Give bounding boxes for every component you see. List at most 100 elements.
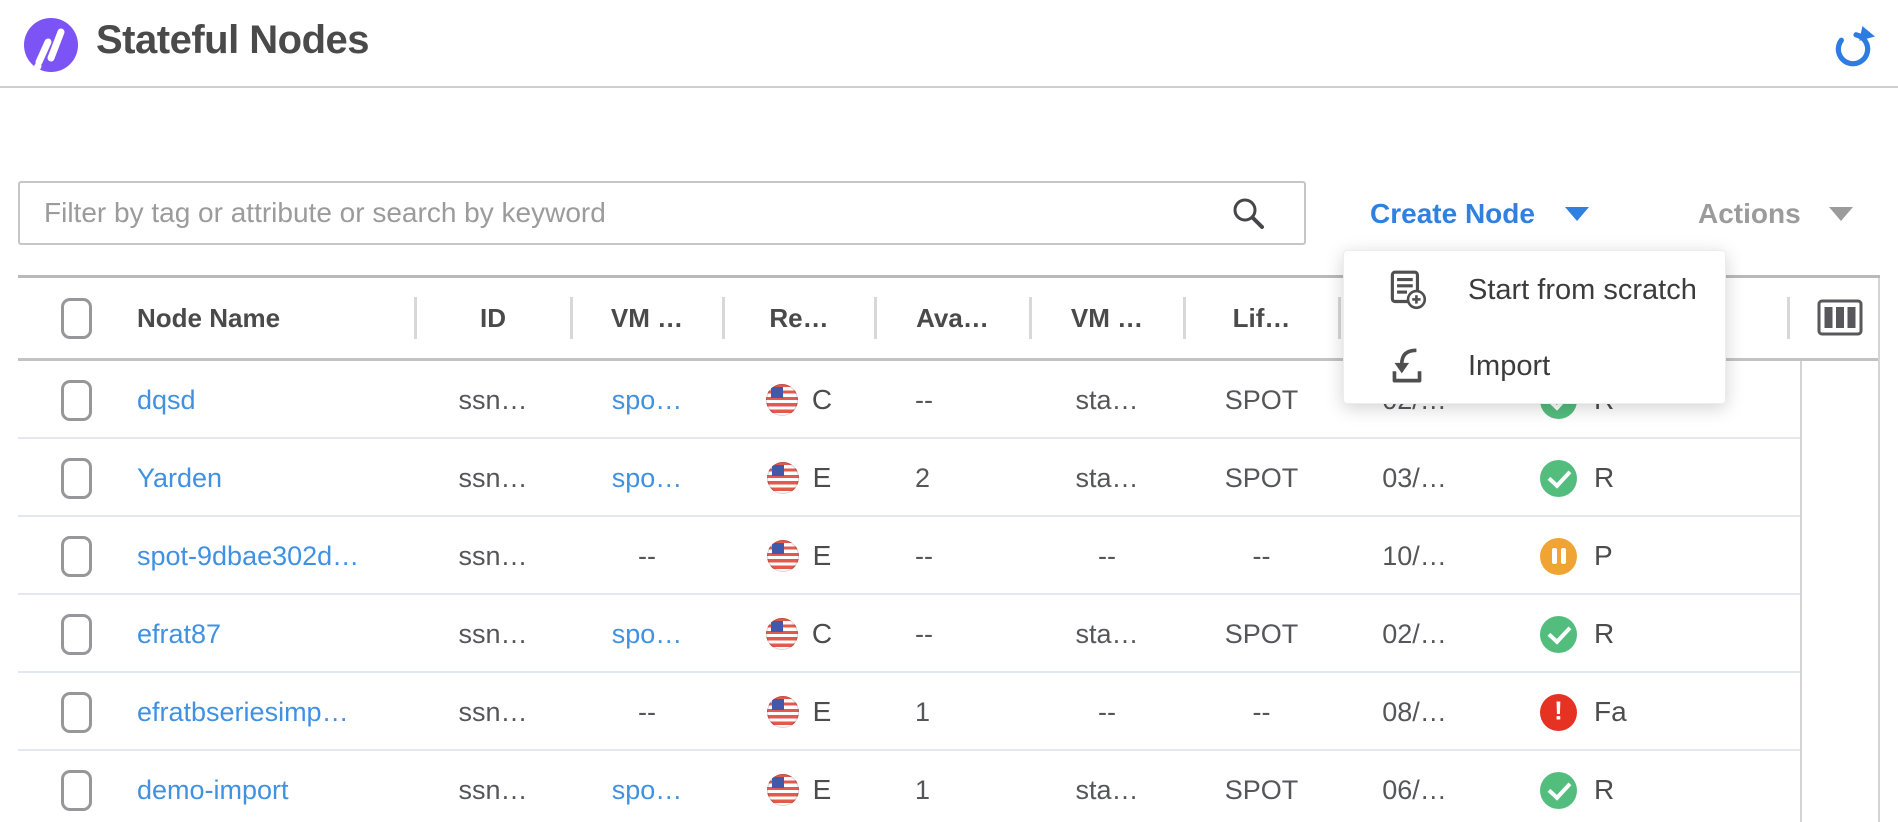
status-cell: R (1490, 439, 1800, 517)
vm-config-link[interactable]: spo… (611, 618, 683, 649)
table-row[interactable]: Yarden ssn… spo… E 2 sta… SPOT 03/… R (18, 439, 1880, 517)
menu-item-label: Import (1468, 349, 1551, 382)
region-cell: C (723, 361, 875, 439)
lifecycle: SPOT (1224, 774, 1299, 805)
row-checkbox[interactable] (61, 769, 92, 811)
status-label: Fa (1594, 696, 1627, 727)
node-name-link[interactable]: spot-9dbae302d… (137, 540, 360, 571)
region-label: E (812, 774, 832, 805)
vm-size-cell: sta… (1030, 751, 1184, 822)
region-label: C (811, 384, 833, 415)
header-lifecycle[interactable]: Lif… (1184, 278, 1339, 358)
column-picker-button[interactable] (1800, 278, 1880, 358)
region-cell: E (723, 751, 875, 822)
row-checkbox[interactable] (61, 379, 92, 421)
filter-box (18, 181, 1306, 245)
header-region[interactable]: Re… (723, 278, 875, 358)
node-id: ssn… (458, 774, 528, 805)
availability-cell: -- (875, 361, 1030, 439)
vm-config-cell: spo… (571, 439, 723, 517)
row-checkbox[interactable] (61, 691, 92, 733)
region-label: E (812, 696, 832, 727)
status-label: R (1594, 618, 1615, 649)
header-availability[interactable]: Ava… (875, 278, 1030, 358)
create-node-label: Create Node (1370, 198, 1535, 229)
actions-button[interactable]: Actions (1698, 192, 1853, 236)
lifecycle-cell: -- (1184, 517, 1339, 595)
columns-icon (1816, 297, 1864, 339)
vm-config-cell: spo… (571, 361, 723, 439)
row-checkbox[interactable] (61, 457, 92, 499)
node-name-link[interactable]: Yarden (137, 462, 223, 493)
table-row[interactable]: efratbseriesimp… ssn… -- E 1 -- -- 08/… … (18, 673, 1880, 751)
status-running-icon (1540, 615, 1577, 653)
vm-size-cell: sta… (1030, 595, 1184, 673)
node-id: ssn… (458, 696, 528, 727)
availability-zones: -- (915, 618, 933, 649)
header-vm-size[interactable]: VM … (1030, 278, 1184, 358)
gutter-cell (1800, 517, 1880, 595)
filter-input[interactable] (18, 181, 1306, 245)
row-select-cell (18, 361, 110, 439)
lifecycle: -- (1252, 696, 1271, 727)
availability-zones: -- (915, 384, 933, 415)
row-checkbox[interactable] (61, 613, 92, 655)
vm-config-cell: -- (571, 517, 723, 595)
menu-item-start-from-scratch[interactable]: Start from scratch (1344, 252, 1725, 328)
menu-item-import[interactable]: Import (1344, 328, 1725, 404)
lifecycle: SPOT (1224, 618, 1299, 649)
lifecycle-cell: SPOT (1184, 751, 1339, 822)
region-label: C (811, 618, 833, 649)
gutter-cell (1800, 439, 1880, 517)
vm-config-cell: spo… (571, 751, 723, 822)
table-row[interactable]: efrat87 ssn… spo… C -- sta… SPOT 02/… R (18, 595, 1880, 673)
table-row[interactable]: demo-import ssn… spo… E 1 sta… SPOT 06/…… (18, 751, 1880, 822)
vm-config-link[interactable]: spo… (611, 774, 683, 805)
vm-config-link[interactable]: spo… (611, 384, 683, 415)
select-all-checkbox[interactable] (61, 297, 92, 339)
node-name-link[interactable]: dqsd (137, 384, 196, 415)
vm-size-cell: -- (1030, 517, 1184, 595)
header-vm-config[interactable]: VM … (571, 278, 723, 358)
vm-config-link[interactable]: spo… (611, 462, 683, 493)
us-flag-icon (766, 462, 799, 494)
header-id[interactable]: ID (415, 278, 571, 358)
region-cell: E (723, 439, 875, 517)
gutter-cell (1800, 361, 1880, 439)
chevron-down-icon (1564, 207, 1589, 221)
table-row[interactable]: spot-9dbae302d… ssn… -- E -- -- -- 10/… … (18, 517, 1880, 595)
availability-zones: 2 (915, 462, 931, 493)
row-select-cell (18, 673, 110, 751)
create-node-button[interactable]: Create Node (1370, 192, 1589, 236)
availability-zones: -- (915, 540, 933, 571)
region-label: E (812, 540, 832, 571)
node-name-link[interactable]: efratbseriesimp… (137, 696, 349, 727)
created-date: 06/… (1382, 774, 1447, 805)
node-id-cell: ssn… (415, 517, 571, 595)
header-node-name[interactable]: Node Name (110, 278, 415, 358)
node-id: ssn… (458, 384, 528, 415)
row-select-cell (18, 517, 110, 595)
node-id-cell: ssn… (415, 439, 571, 517)
created-date: 03/… (1382, 462, 1447, 493)
node-id-cell: ssn… (415, 361, 571, 439)
node-name-link[interactable]: efrat87 (137, 618, 222, 649)
us-flag-icon (766, 696, 799, 728)
us-flag-icon (766, 774, 799, 806)
vm-size: sta… (1075, 774, 1139, 805)
status-label: R (1594, 774, 1615, 805)
status-label: R (1594, 462, 1615, 493)
refresh-button[interactable] (1830, 24, 1876, 70)
node-name-link[interactable]: demo-import (137, 774, 289, 805)
vm-size-cell: sta… (1030, 439, 1184, 517)
node-name-cell: dqsd (110, 361, 415, 439)
availability-zones: 1 (915, 696, 931, 727)
created-date: 10/… (1382, 540, 1447, 571)
vm-size-cell: sta… (1030, 361, 1184, 439)
lifecycle-cell: SPOT (1184, 595, 1339, 673)
availability-cell: -- (875, 517, 1030, 595)
node-id-cell: ssn… (415, 673, 571, 751)
row-checkbox[interactable] (61, 535, 92, 577)
node-name-cell: spot-9dbae302d… (110, 517, 415, 595)
region-cell: E (723, 673, 875, 751)
